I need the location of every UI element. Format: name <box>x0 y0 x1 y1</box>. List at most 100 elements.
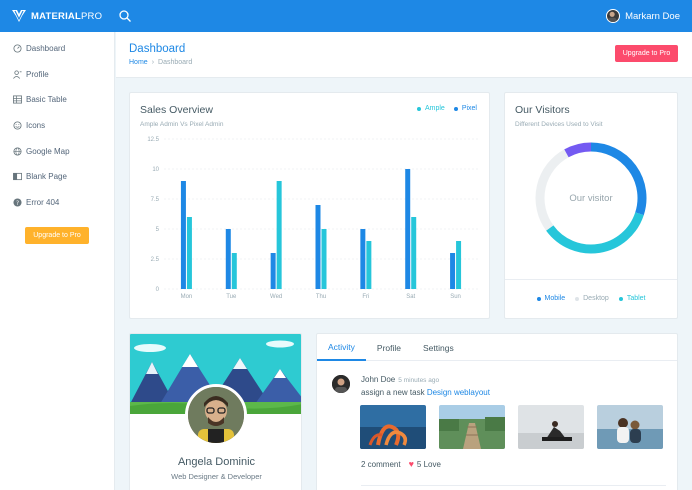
donut-segment-mobile <box>590 142 647 216</box>
bar-pixel <box>360 229 366 289</box>
sidebar-item-blank-page[interactable]: Blank Page <box>0 164 114 190</box>
sales-legend: Ample Pixel <box>408 105 477 112</box>
x-tick-label: Sat <box>406 294 415 300</box>
breadcrumb: Home › Dashboard <box>129 59 192 66</box>
sidebar-item-label: Google Map <box>26 146 70 156</box>
post-thumbnails <box>360 405 676 449</box>
legend-dot <box>618 296 623 301</box>
thumbnail-image[interactable] <box>597 405 663 449</box>
sidebar-item-google-map[interactable]: Google Map <box>0 138 114 164</box>
post-header: John Doe 5 minutes ago <box>361 375 439 384</box>
legend-dot <box>575 296 580 301</box>
gauge-icon <box>13 44 22 53</box>
divider <box>361 485 666 486</box>
x-tick-label: Mon <box>181 294 193 300</box>
thumbnail-image[interactable] <box>439 405 505 449</box>
tab-activity[interactable]: Activity <box>317 334 366 361</box>
page-header: Dashboard Home › Dashboard Upgrade to Pro <box>116 32 692 78</box>
legend-label: Desktop <box>583 295 609 302</box>
post-author-avatar[interactable] <box>332 375 350 393</box>
sidebar-item-label: Dashboard <box>26 44 66 54</box>
sales-overview-card: Sales Overview Ample Admin Vs Pixel Admi… <box>129 92 490 319</box>
x-tick-label: Tue <box>226 294 237 300</box>
legend-item-desktop: Desktop <box>575 295 609 302</box>
visitors-legend: Mobile Desktop Tablet <box>505 295 677 302</box>
profile-name: Angela Dominic <box>177 456 256 468</box>
sidebar-item-label: Profile <box>26 69 49 79</box>
sidebar-item-label: Icons <box>26 121 46 131</box>
legend-label: Mobile <box>544 295 566 302</box>
brand-name-bold: MATERIAL <box>31 10 81 22</box>
bar-ample <box>456 241 462 289</box>
heart-icon[interactable]: ♥ <box>408 459 414 469</box>
legend-label: Ample <box>424 105 445 112</box>
post-stats: 2 comment ♥ 5 Love <box>361 459 441 469</box>
sales-subtitle: Ample Admin Vs Pixel Admin <box>140 121 224 128</box>
activity-card: Activity Profile Settings John Doe 5 minu… <box>316 333 678 490</box>
tab-settings[interactable]: Settings <box>423 342 454 353</box>
post-text: assign a new task Design weblayout <box>361 388 490 397</box>
user-name: Markarn Doe <box>625 10 680 22</box>
emoticon-icon <box>13 121 22 130</box>
legend-item-pixel: Pixel <box>453 105 477 112</box>
top-bar: MATERIALPRO Markarn Doe <box>0 0 692 32</box>
bar-pixel <box>405 169 411 289</box>
header-upgrade-button[interactable]: Upgrade to Pro <box>615 45 678 62</box>
x-tick-label: Wed <box>270 294 282 300</box>
bar-ample <box>186 217 192 289</box>
sales-title: Sales Overview <box>140 104 213 116</box>
sidebar-item-label: Basic Table <box>26 95 67 105</box>
post-task-link[interactable]: Design weblayout <box>426 388 490 397</box>
legend-item-mobile: Mobile <box>536 295 566 302</box>
visitors-donut-chart <box>535 142 647 254</box>
love-count[interactable]: 5 Love <box>416 459 441 469</box>
bar-pixel <box>270 253 276 289</box>
profile-avatar <box>185 384 247 446</box>
thumbnail-image[interactable] <box>360 405 426 449</box>
post-time: 5 minutes ago <box>398 377 440 384</box>
legend-dot <box>453 106 458 111</box>
tab-profile[interactable]: Profile <box>376 342 402 353</box>
sidebar-upgrade-button[interactable]: Upgrade to Pro <box>25 227 89 244</box>
brand-logo[interactable]: MATERIALPRO <box>0 10 115 22</box>
visitors-subtitle: Different Devices Used to Visit <box>515 121 603 128</box>
search-icon[interactable] <box>118 9 132 23</box>
legend-dot <box>536 296 541 301</box>
donut-segment-desktop <box>535 149 569 231</box>
y-tick-label: 5 <box>156 227 160 233</box>
bar-pixel <box>315 205 321 289</box>
legend-item-tablet: Tablet <box>618 295 646 302</box>
thumbnail-image[interactable] <box>518 405 584 449</box>
user-menu[interactable]: Markarn Doe <box>606 9 680 23</box>
sidebar-item-error-404[interactable]: ? Error 404 <box>0 190 114 216</box>
x-tick-label: Fri <box>362 294 369 300</box>
sales-chart: 0 2.5 5 7.5 10 12.5 Mon Tue Wed Thu Fri Sat Sun <box>147 137 478 300</box>
y-tick-label: 10 <box>152 167 159 173</box>
breadcrumb-home[interactable]: Home <box>129 59 148 66</box>
sidebar-item-icons[interactable]: Icons <box>0 113 114 139</box>
breadcrumb-current: Dashboard <box>158 59 193 66</box>
comment-count[interactable]: 2 comment <box>361 459 401 469</box>
bar-ample <box>321 229 327 289</box>
y-tick-label: 12.5 <box>147 137 159 143</box>
legend-item-ample: Ample <box>416 105 445 112</box>
svg-text:?: ? <box>16 201 19 207</box>
table-icon <box>13 95 22 104</box>
globe-icon <box>13 147 22 156</box>
bar-pixel <box>180 181 186 289</box>
sidebar-item-label: Blank Page <box>26 172 67 182</box>
donut-center-label: Our visitor <box>569 193 613 204</box>
x-tick-label: Sun <box>450 294 461 300</box>
sidebar: Dashboard Profile Basic Table Icons Goog… <box>0 32 115 490</box>
activity-tabs: Activity Profile Settings <box>317 334 677 361</box>
bar-ample <box>411 217 417 289</box>
user-avatar <box>606 9 621 23</box>
sidebar-item-profile[interactable]: Profile <box>0 62 114 88</box>
legend-label: Pixel <box>461 105 477 112</box>
sidebar-item-basic-table[interactable]: Basic Table <box>0 87 114 113</box>
post-author[interactable]: John Doe <box>361 375 396 384</box>
sidebar-item-dashboard[interactable]: Dashboard <box>0 36 114 62</box>
breadcrumb-separator-icon: › <box>151 59 155 66</box>
y-tick-label: 7.5 <box>151 197 160 203</box>
bar-pixel <box>225 229 231 289</box>
